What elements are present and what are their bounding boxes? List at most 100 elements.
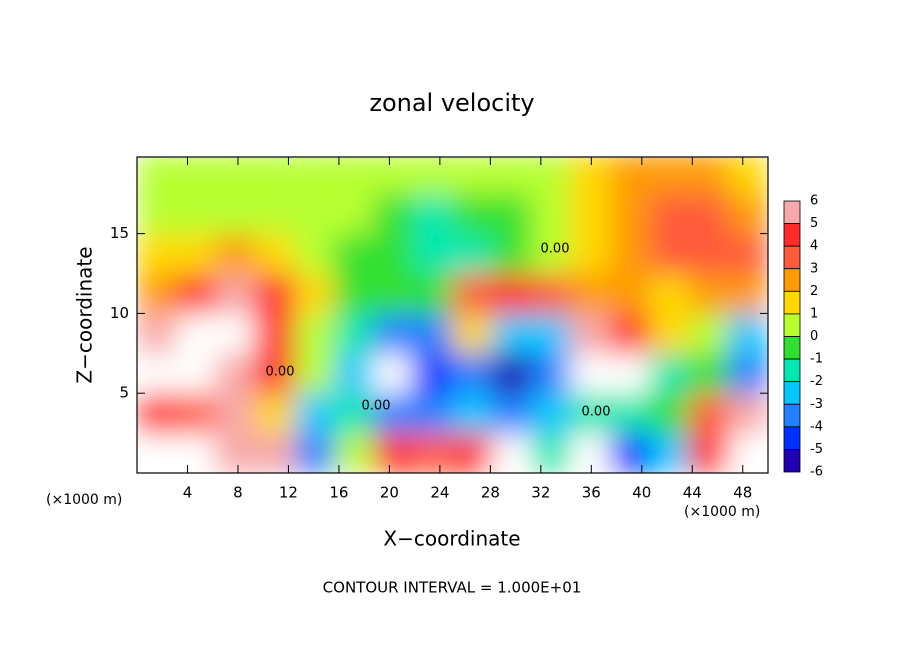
field-cell	[649, 273, 690, 314]
x-unit: (×1000 m)	[684, 504, 760, 520]
field-cell	[452, 233, 493, 275]
field-cell	[334, 432, 375, 473]
colorbar-swatch	[783, 290, 801, 315]
colorbar-swatch	[783, 200, 801, 224]
field-cell	[137, 432, 178, 473]
field-cell	[176, 273, 217, 314]
colorbar-swatch	[783, 449, 801, 473]
x-tick-label: 20	[380, 484, 399, 502]
field-cell	[334, 233, 375, 275]
field-cell	[452, 273, 493, 314]
colorbar-label: 5	[810, 216, 818, 231]
field-cell	[294, 157, 336, 195]
field-cell	[452, 352, 493, 394]
field-cell	[176, 432, 217, 473]
x-tick-label: 16	[329, 484, 348, 502]
field-cell	[137, 233, 178, 275]
field-cell	[452, 392, 493, 434]
field-cell	[727, 273, 768, 314]
field-cell	[688, 392, 729, 434]
colorbar-swatch	[783, 358, 801, 383]
contour-label: 0.00	[266, 365, 295, 380]
field-cell	[215, 392, 256, 434]
field-cell	[294, 273, 336, 314]
field-cell	[530, 432, 571, 473]
x-tick-label: 36	[582, 484, 601, 502]
field-cell	[334, 312, 375, 354]
plot-frame	[136, 156, 769, 474]
field-cell	[491, 157, 532, 195]
field-cell	[649, 432, 690, 473]
field-cell	[569, 193, 611, 235]
colorbar-label: 2	[810, 284, 818, 299]
field-cell	[688, 273, 729, 314]
field-cell	[334, 352, 375, 394]
field-cell	[688, 352, 729, 394]
x-tick-label: 8	[233, 484, 243, 502]
field-cell	[254, 312, 295, 354]
field-cell	[610, 157, 651, 195]
colorbar-swatch	[783, 426, 801, 450]
field-cell	[137, 157, 178, 195]
contour-label: 0.00	[582, 405, 611, 420]
field-cell	[137, 312, 178, 354]
field-cell	[254, 233, 295, 275]
field-cell	[334, 157, 375, 195]
field-cell	[215, 157, 256, 195]
colorbar-swatch	[783, 313, 801, 337]
field-cell	[254, 273, 295, 314]
colorbar-swatch	[783, 245, 801, 270]
field-cell	[688, 432, 729, 473]
colorbar-label: -4	[810, 419, 823, 434]
field-cell	[727, 312, 768, 354]
contour-label: 0.00	[362, 399, 391, 414]
field-cell	[176, 392, 217, 434]
field-cell	[452, 432, 493, 473]
field-cell	[610, 273, 651, 314]
field-cell	[176, 193, 217, 235]
field	[137, 157, 768, 473]
field-cell	[727, 432, 768, 473]
field-cell	[610, 233, 651, 275]
colorbar-label: 4	[810, 239, 818, 254]
field-cell	[137, 193, 178, 235]
field-cell	[254, 193, 295, 235]
field-cell	[412, 157, 453, 195]
field-cell	[137, 352, 178, 394]
x-axis-label: X−coordinate	[383, 527, 520, 551]
field-cell	[412, 392, 453, 434]
field-cell	[491, 352, 532, 394]
colorbar-swatch	[783, 381, 801, 405]
colorbar-label: -1	[810, 352, 823, 367]
field-cell	[294, 392, 336, 434]
colorbar-label: -6	[810, 465, 823, 480]
field-cell	[491, 392, 532, 434]
y-unit: (×1000 m)	[46, 492, 122, 508]
field-cell	[727, 193, 768, 235]
field-cell	[412, 233, 453, 275]
colorbar-swatch	[783, 403, 801, 428]
field-cell	[215, 312, 256, 354]
field-cell	[176, 312, 217, 354]
colorbar-label: -3	[810, 397, 823, 412]
field-cell	[688, 312, 729, 354]
field-cell	[452, 312, 493, 354]
field-cell	[530, 233, 571, 275]
colorbar-swatch	[783, 336, 801, 360]
field-cell	[412, 432, 453, 473]
field-cell	[569, 312, 611, 354]
chart-title: zonal velocity	[369, 89, 534, 117]
field-cell	[334, 273, 375, 314]
field-cell	[412, 352, 453, 394]
field-cell	[215, 233, 256, 275]
colorbar-label: 1	[810, 306, 818, 321]
field-cell	[294, 233, 336, 275]
field-cell	[334, 392, 375, 434]
field-cell	[254, 157, 295, 195]
field-cell	[530, 273, 571, 314]
colorbar-swatch	[783, 268, 801, 292]
field-cell	[215, 193, 256, 235]
field-cell	[649, 157, 690, 195]
field-cell	[491, 312, 532, 354]
field-cell	[569, 157, 611, 195]
